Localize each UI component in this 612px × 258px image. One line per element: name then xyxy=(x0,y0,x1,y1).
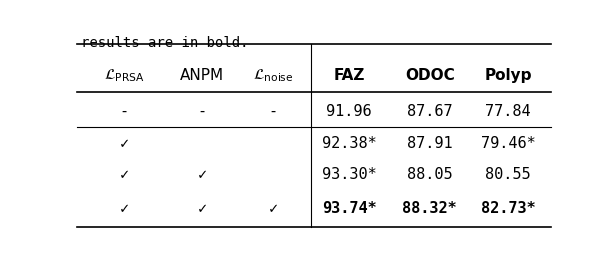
Text: -: - xyxy=(198,104,207,119)
Text: 93.30*: 93.30* xyxy=(322,167,376,182)
Text: ✓: ✓ xyxy=(119,136,129,151)
Text: 88.05: 88.05 xyxy=(407,167,453,182)
Text: 93.74*: 93.74* xyxy=(322,201,376,216)
Text: Polyp: Polyp xyxy=(484,68,532,83)
Text: 82.73*: 82.73* xyxy=(481,201,536,216)
Text: 80.55: 80.55 xyxy=(485,167,531,182)
Text: 79.46*: 79.46* xyxy=(481,136,536,151)
Text: ANPM: ANPM xyxy=(180,68,224,83)
Text: $\mathcal{L}_{\mathrm{noise}}$: $\mathcal{L}_{\mathrm{noise}}$ xyxy=(253,67,294,84)
Text: 88.32*: 88.32* xyxy=(403,201,457,216)
Text: ✓: ✓ xyxy=(119,167,129,182)
Text: ✓: ✓ xyxy=(198,201,207,216)
Text: 87.91: 87.91 xyxy=(407,136,453,151)
Text: -: - xyxy=(269,104,278,119)
Text: ✓: ✓ xyxy=(198,167,207,182)
Text: 87.67: 87.67 xyxy=(407,104,453,119)
Text: 77.84: 77.84 xyxy=(485,104,531,119)
Text: ✓: ✓ xyxy=(119,201,129,216)
Text: 91.96: 91.96 xyxy=(326,104,372,119)
Text: ✓: ✓ xyxy=(269,201,278,216)
Text: ODOC: ODOC xyxy=(405,68,455,83)
Text: -: - xyxy=(119,104,129,119)
Text: FAZ: FAZ xyxy=(334,68,365,83)
Text: results are in bold.: results are in bold. xyxy=(81,36,248,50)
Text: $\mathcal{L}_{\mathrm{PRSA}}$: $\mathcal{L}_{\mathrm{PRSA}}$ xyxy=(103,67,144,84)
Text: 92.38*: 92.38* xyxy=(322,136,376,151)
